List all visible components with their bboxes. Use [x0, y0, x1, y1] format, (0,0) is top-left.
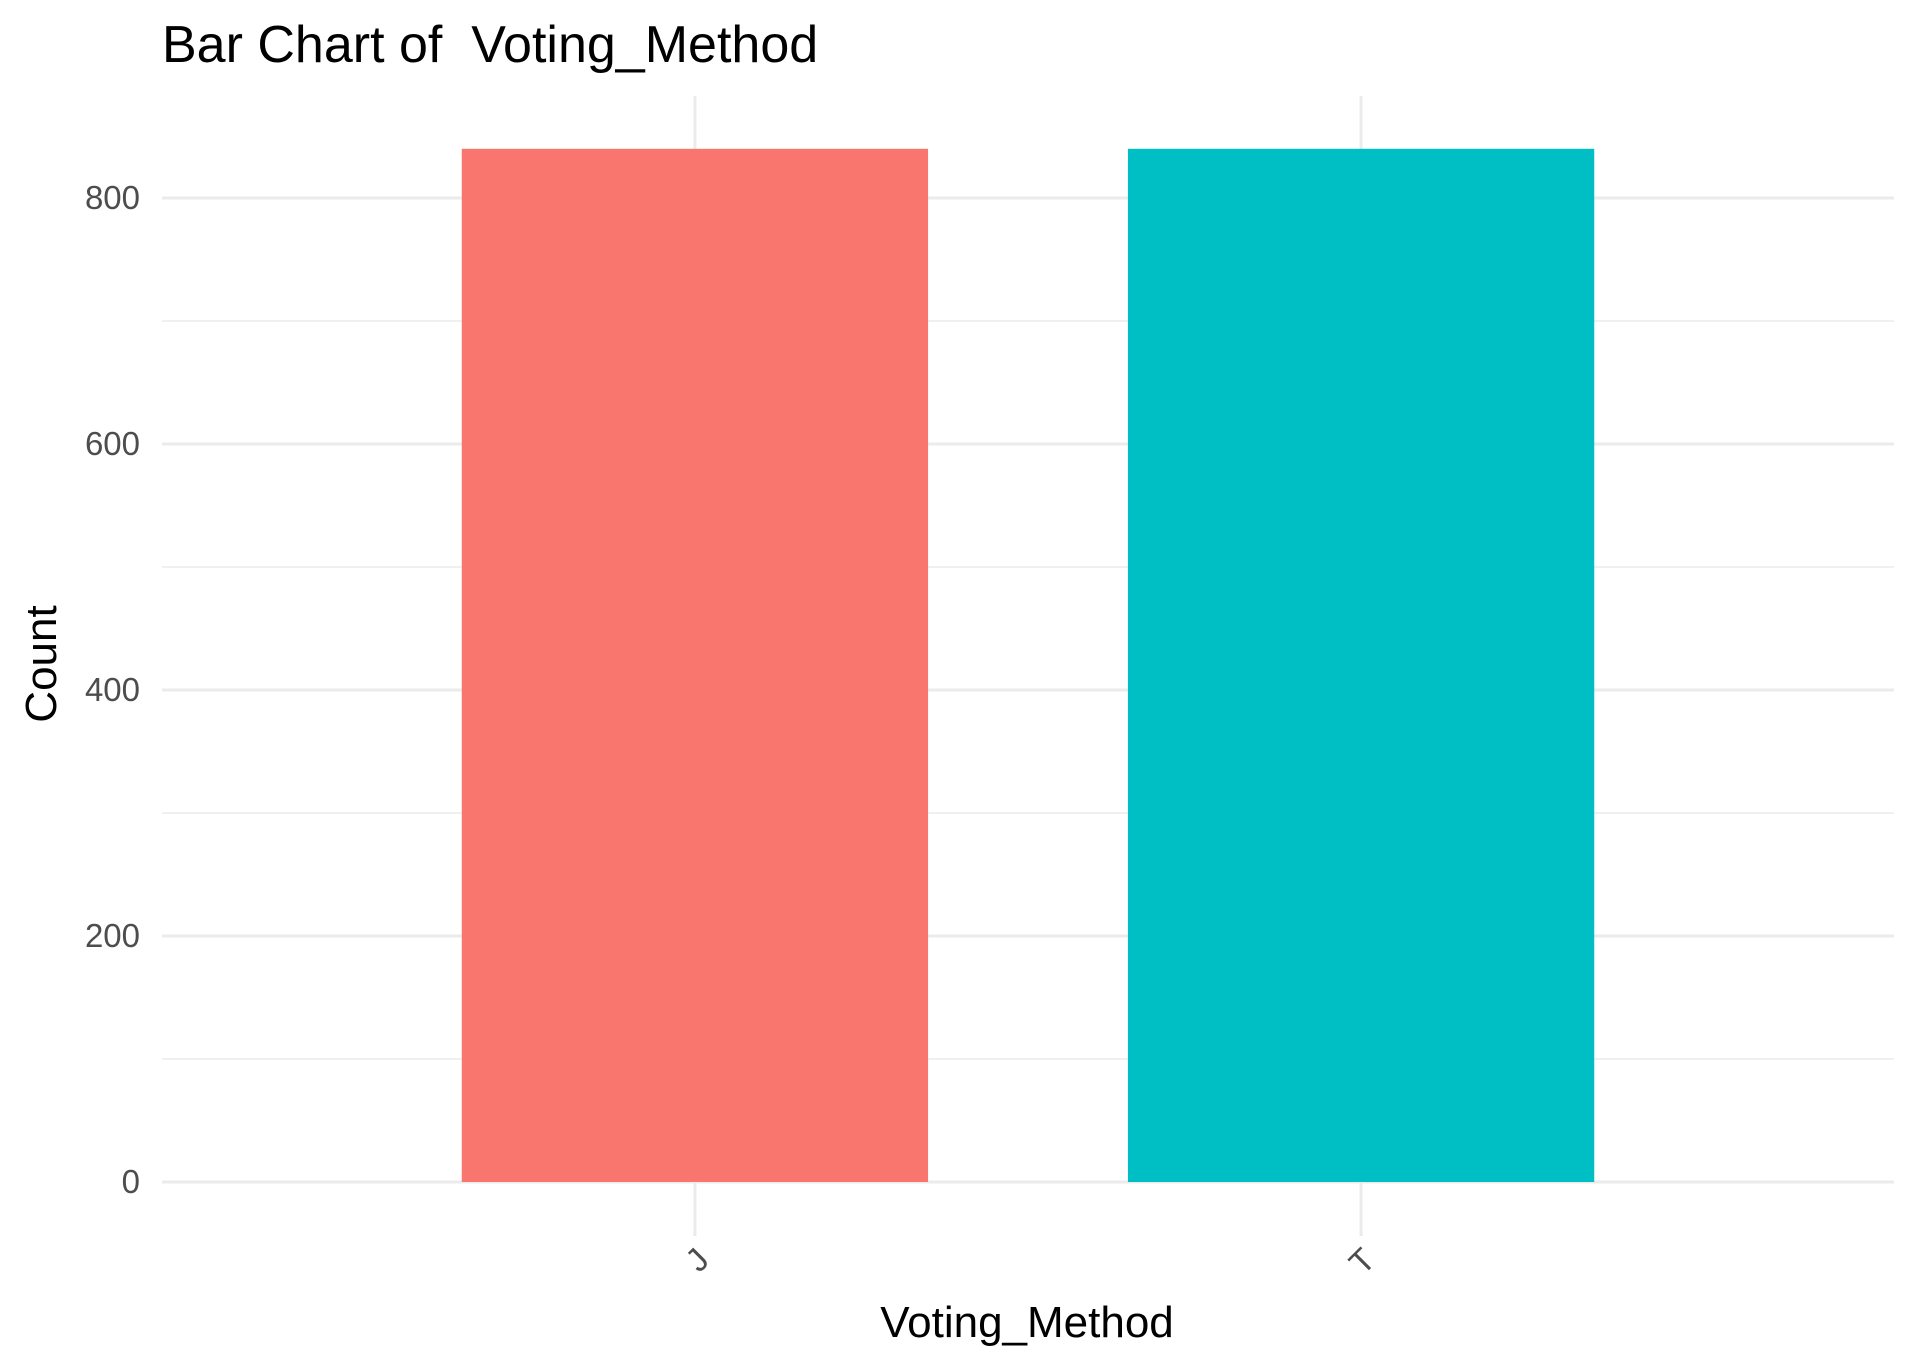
y-tick-label: 400 [85, 671, 140, 708]
x-tick-label: J [678, 1241, 716, 1279]
bars [461, 148, 1595, 1182]
y-tick-label: 0 [122, 1163, 140, 1200]
y-tick-label: 600 [85, 425, 140, 462]
bar-j [461, 148, 929, 1182]
y-axis-title: Count [17, 605, 66, 722]
y-tick-label: 800 [85, 179, 140, 216]
y-tick-label: 200 [85, 917, 140, 954]
y-axis-ticks: 0 200 400 600 800 [85, 179, 140, 1200]
bar-t [1127, 148, 1595, 1182]
x-axis-title: Voting_Method [880, 1298, 1174, 1347]
major-gridlines [162, 96, 1894, 1236]
x-tick-label: T [1342, 1241, 1382, 1281]
chart-title: Bar Chart of Voting_Method [162, 16, 818, 74]
minor-gridlines [162, 320, 1894, 1060]
